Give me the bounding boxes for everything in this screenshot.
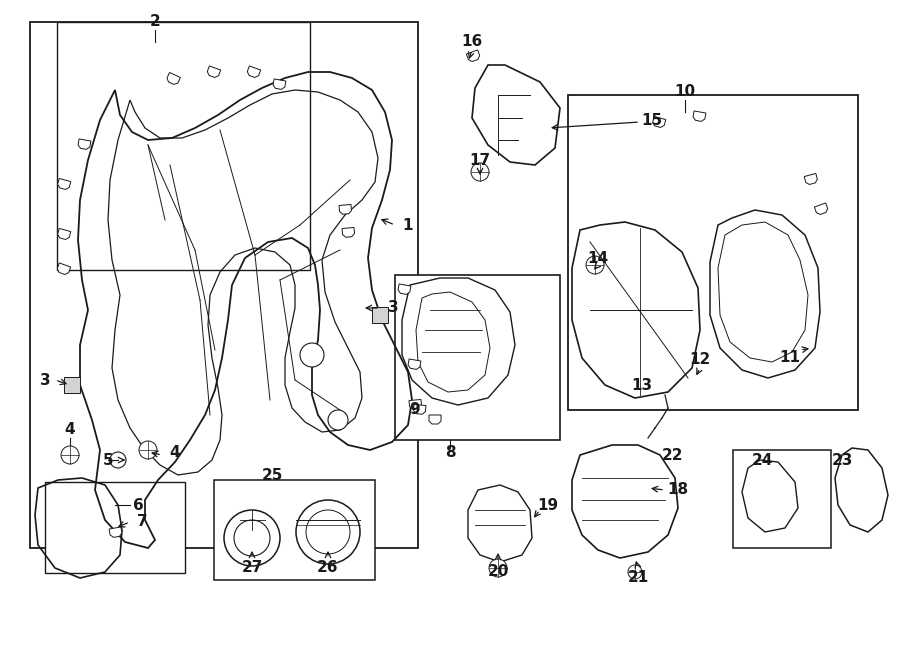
Text: 17: 17 bbox=[470, 153, 490, 167]
Text: 3: 3 bbox=[40, 373, 50, 387]
Polygon shape bbox=[466, 50, 480, 61]
Ellipse shape bbox=[306, 510, 350, 554]
Polygon shape bbox=[413, 405, 426, 414]
Ellipse shape bbox=[328, 410, 348, 430]
Ellipse shape bbox=[586, 256, 604, 274]
Ellipse shape bbox=[139, 441, 157, 459]
Ellipse shape bbox=[489, 559, 507, 577]
Polygon shape bbox=[398, 284, 411, 294]
Text: 6: 6 bbox=[132, 498, 143, 512]
Polygon shape bbox=[109, 527, 122, 537]
Ellipse shape bbox=[296, 500, 360, 564]
Polygon shape bbox=[652, 116, 666, 128]
Ellipse shape bbox=[471, 163, 489, 181]
Polygon shape bbox=[207, 66, 220, 77]
Text: 19: 19 bbox=[537, 498, 559, 512]
Ellipse shape bbox=[61, 446, 79, 464]
Text: 3: 3 bbox=[388, 301, 399, 315]
Polygon shape bbox=[693, 111, 706, 122]
Bar bbox=[568, 95, 858, 410]
Polygon shape bbox=[78, 139, 91, 149]
Ellipse shape bbox=[300, 343, 324, 367]
Polygon shape bbox=[58, 178, 71, 190]
Text: 26: 26 bbox=[317, 561, 338, 576]
Polygon shape bbox=[409, 399, 421, 409]
Bar bbox=[733, 450, 831, 548]
Text: 14: 14 bbox=[588, 251, 608, 266]
Polygon shape bbox=[58, 263, 70, 274]
Ellipse shape bbox=[110, 452, 126, 468]
Polygon shape bbox=[805, 173, 817, 184]
Ellipse shape bbox=[234, 520, 270, 556]
Text: 10: 10 bbox=[674, 85, 696, 100]
Ellipse shape bbox=[628, 565, 642, 579]
Text: 5: 5 bbox=[103, 453, 113, 467]
Text: 11: 11 bbox=[779, 350, 800, 366]
Text: 7: 7 bbox=[137, 514, 148, 529]
Polygon shape bbox=[429, 415, 441, 424]
Text: 1: 1 bbox=[403, 217, 413, 233]
Polygon shape bbox=[342, 227, 355, 237]
Text: 23: 23 bbox=[832, 453, 852, 467]
Bar bbox=[372, 307, 388, 323]
Text: 9: 9 bbox=[410, 403, 420, 418]
Polygon shape bbox=[248, 66, 261, 77]
Bar bbox=[395, 275, 560, 440]
Polygon shape bbox=[58, 229, 71, 239]
Text: 15: 15 bbox=[642, 112, 662, 128]
Polygon shape bbox=[167, 73, 180, 85]
Text: 24: 24 bbox=[752, 453, 773, 467]
Text: 2: 2 bbox=[149, 15, 160, 30]
Polygon shape bbox=[339, 204, 352, 214]
Ellipse shape bbox=[224, 510, 280, 566]
Text: 4: 4 bbox=[65, 422, 76, 438]
Text: 8: 8 bbox=[445, 444, 455, 459]
Text: 22: 22 bbox=[662, 447, 683, 463]
Polygon shape bbox=[408, 359, 421, 369]
Text: 18: 18 bbox=[668, 483, 688, 498]
Bar bbox=[45, 482, 185, 573]
Text: 27: 27 bbox=[241, 561, 263, 576]
Text: 20: 20 bbox=[487, 564, 508, 580]
Bar bbox=[30, 22, 418, 548]
Text: 13: 13 bbox=[632, 377, 652, 393]
Polygon shape bbox=[273, 79, 286, 89]
Polygon shape bbox=[814, 203, 828, 214]
Text: 16: 16 bbox=[462, 34, 482, 50]
Text: 4: 4 bbox=[170, 444, 180, 459]
Bar bbox=[64, 377, 80, 393]
Bar bbox=[57, 22, 310, 270]
Text: 12: 12 bbox=[689, 352, 711, 368]
Bar bbox=[214, 480, 375, 580]
Text: 25: 25 bbox=[261, 467, 283, 483]
Text: 21: 21 bbox=[627, 570, 649, 586]
